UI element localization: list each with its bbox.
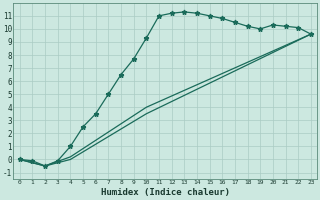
X-axis label: Humidex (Indice chaleur): Humidex (Indice chaleur) <box>101 188 230 197</box>
